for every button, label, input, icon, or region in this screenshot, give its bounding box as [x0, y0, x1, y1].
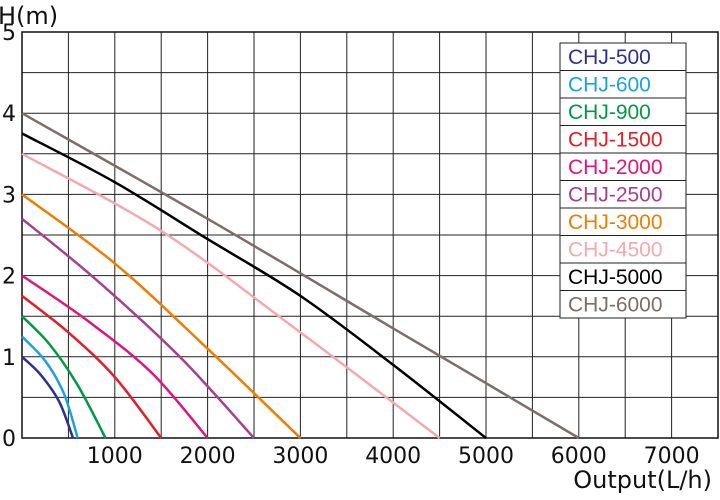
curve-chj-6000 [21, 112, 580, 440]
y-tick-label: 4 [2, 102, 16, 127]
legend-item-chj-5000: CHJ-5000 [568, 266, 663, 289]
y-tick-label: 0 [2, 427, 16, 452]
y-tick-label: 1 [2, 346, 16, 371]
curve-chj-2500 [21, 217, 255, 439]
legend-item-chj-4500: CHJ-4500 [568, 239, 663, 262]
curve-chj-1500 [21, 294, 163, 439]
y-tick-label: 3 [2, 183, 16, 208]
x-axis-label: Output(L/h) [573, 466, 712, 494]
legend-item-chj-2500: CHJ-2500 [568, 184, 663, 207]
legend: CHJ-500 CHJ-600 CHJ-900 CHJ-1500 CHJ-2000 CHJ… [559, 42, 687, 319]
x-tick-label: 7000 [644, 444, 700, 469]
plot-frame [21, 31, 719, 439]
x-tick-label: 4000 [365, 444, 421, 469]
curve-chj-600 [21, 335, 79, 439]
curve-chj-3000 [21, 193, 302, 439]
x-tick-label: 3000 [272, 444, 328, 469]
y-tick-label: 5 [2, 21, 16, 46]
curve-chj-500 [21, 355, 75, 439]
y-tick-label: 2 [2, 265, 16, 290]
legend-item-chj-500: CHJ-500 [568, 46, 651, 69]
legend-item-chj-3000: CHJ-3000 [568, 211, 663, 234]
legend-item-chj-900: CHJ-900 [568, 101, 651, 124]
x-tick-label: 6000 [551, 444, 607, 469]
tick-label-group: 0 1 2 3 4 5 1000 2000 3000 4000 5000 6000 7000 [2, 21, 700, 469]
curve-chj-5000 [21, 132, 487, 439]
legend-item-chj-2000: CHJ-2000 [568, 156, 663, 179]
curve-chj-900 [21, 315, 107, 439]
x-tick-label: 2000 [180, 444, 236, 469]
legend-item-chj-600: CHJ-600 [568, 74, 651, 97]
curve-group [21, 112, 580, 440]
curve-chj-4500 [21, 152, 441, 439]
x-tick-label: 1000 [87, 444, 143, 469]
legend-item-chj-6000: CHJ-6000 [568, 294, 663, 317]
y-axis-label: H(m) [0, 2, 58, 30]
curve-chj-2000 [21, 274, 209, 439]
x-tick-label: 5000 [458, 444, 514, 469]
legend-item-chj-1500: CHJ-1500 [568, 129, 663, 152]
